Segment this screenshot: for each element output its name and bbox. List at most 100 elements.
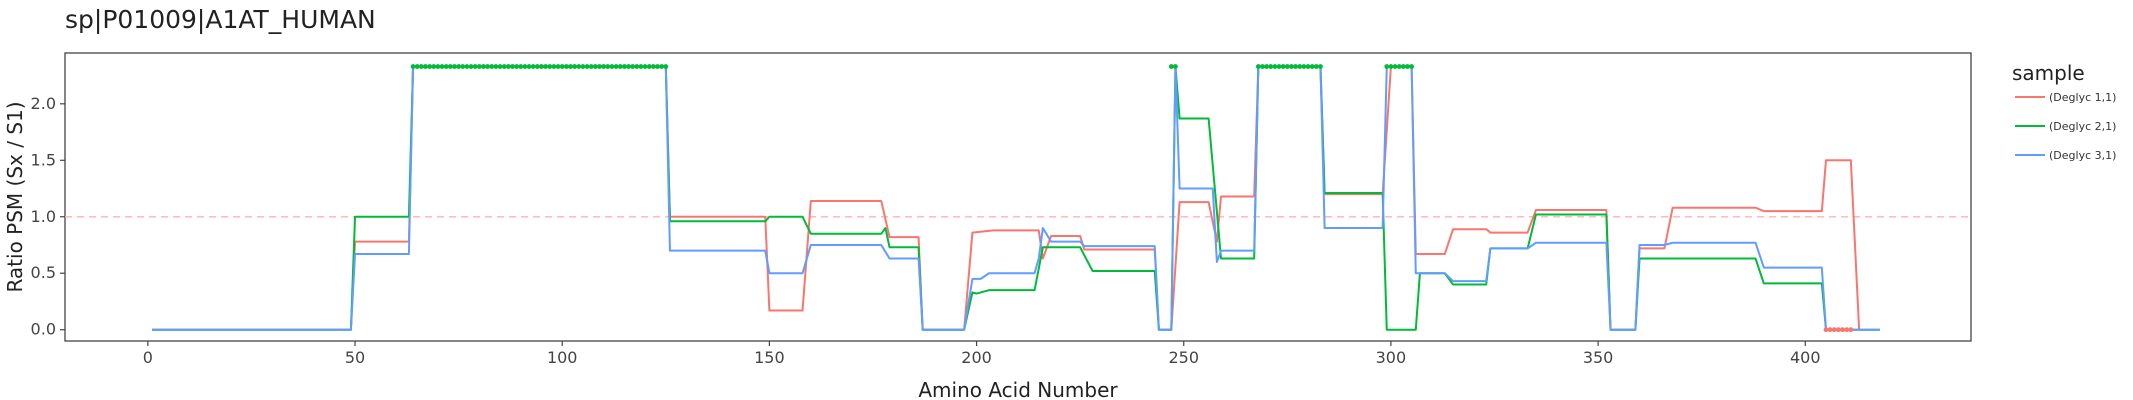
chart-title: sp|P01009|A1AT_HUMAN <box>65 5 376 34</box>
series-2-marker <box>659 64 665 69</box>
series-2-marker <box>584 64 590 69</box>
series-2-marker <box>431 64 437 69</box>
x-tick-label: 50 <box>345 348 365 367</box>
series-2-marker <box>1268 64 1274 69</box>
axis-layer: 0 50 100 150 200 250 300 350 400 0.0 0.5 1.0 1.5 2.0 <box>31 94 1821 367</box>
series-2-marker <box>642 64 648 69</box>
series-2-marker <box>410 64 416 69</box>
series-2-marker <box>555 64 561 69</box>
x-tick-label: 0 <box>143 348 153 367</box>
y-tick-label: 2.0 <box>31 94 56 113</box>
series-2-marker <box>456 64 462 69</box>
series-2-marker <box>609 64 615 69</box>
series-2-marker <box>443 64 449 69</box>
series-2-marker <box>576 64 582 69</box>
series-2-marker <box>526 64 532 69</box>
series-2-marker <box>1260 64 1265 69</box>
series-2-marker <box>489 64 495 69</box>
series-2-marker <box>1318 64 1323 69</box>
plot-panel <box>64 52 1972 342</box>
series-2-marker <box>572 64 578 69</box>
series-1-marker <box>1844 327 1850 333</box>
series-2-marker <box>427 64 433 69</box>
y-tick-label: 1.5 <box>31 150 56 169</box>
series-2-marker <box>435 64 441 69</box>
series-2-marker <box>543 64 549 69</box>
series-2-marker <box>638 64 644 69</box>
series-2-marker <box>1309 64 1315 69</box>
series-2-marker <box>547 64 553 69</box>
series-2-marker <box>597 64 602 69</box>
series-layer <box>152 65 1880 331</box>
series-2-marker <box>1301 64 1307 69</box>
series-2-marker <box>1409 64 1415 69</box>
series-2-marker <box>580 64 586 69</box>
series-2-marker <box>534 64 540 69</box>
series-2-marker <box>1280 64 1286 69</box>
series-2-marker <box>447 64 453 69</box>
series-2-marker <box>514 64 520 69</box>
series-2-marker <box>1313 64 1319 69</box>
y-tick-label: 0.5 <box>31 263 56 282</box>
series-2-marker <box>493 64 499 69</box>
series-2-marker <box>481 64 486 69</box>
x-tick-label: 400 <box>1790 348 1821 367</box>
series-1-marker <box>1840 327 1845 333</box>
series-1-marker <box>1848 327 1854 333</box>
y-axis-title: Ratio PSM (Sx / S1) <box>3 101 27 292</box>
x-tick-label: 150 <box>754 348 785 367</box>
marker-layer <box>410 64 1854 333</box>
series-2-marker <box>613 64 619 69</box>
series-2-marker <box>655 64 660 69</box>
series-1-marker <box>1831 327 1837 333</box>
series-2-marker <box>646 64 652 69</box>
series-2-marker <box>663 64 669 69</box>
series-2-marker <box>1384 64 1390 69</box>
legend-label-3: (Deglyc 3,1) <box>2049 149 2116 162</box>
series-2-marker <box>1396 64 1402 69</box>
series-2-marker <box>592 64 598 69</box>
series-2-marker <box>1400 64 1406 69</box>
series-2-marker <box>1255 64 1261 69</box>
series-2-marker <box>522 64 528 69</box>
series-2-marker <box>476 64 482 69</box>
x-tick-label: 350 <box>1583 348 1614 367</box>
series-2-marker <box>1173 64 1178 69</box>
legend: sample (Deglyc 1,1) (Deglyc 2,1) (Deglyc 3… <box>2012 61 2116 162</box>
series-2-marker <box>1276 64 1282 69</box>
series-2-marker <box>1272 64 1278 69</box>
y-tick-label: 1.0 <box>31 207 56 226</box>
series-2-marker <box>414 64 420 69</box>
series-2-marker <box>485 64 491 69</box>
series-2-marker <box>551 64 557 69</box>
series-2-marker <box>468 64 474 69</box>
series-2-marker <box>501 64 507 69</box>
series-2-marker <box>510 64 515 69</box>
series-2-marker <box>1293 64 1299 69</box>
series-2-marker <box>650 64 656 69</box>
series-2-marker <box>559 64 565 69</box>
series-2-marker <box>634 64 640 69</box>
series-2-marker <box>539 64 544 69</box>
series-1-marker <box>1823 327 1829 333</box>
legend-label-1: (Deglyc 1,1) <box>2049 91 2116 104</box>
x-tick-label: 250 <box>1168 348 1199 367</box>
series-2-marker <box>1305 64 1311 69</box>
series-2-marker <box>1284 64 1290 69</box>
legend-label-2: (Deglyc 2,1) <box>2049 120 2116 133</box>
series-2-marker <box>505 64 511 69</box>
series-line-3 <box>152 65 1880 331</box>
series-2-marker <box>439 64 445 69</box>
series-2-marker <box>568 64 573 69</box>
series-2-marker <box>621 64 627 69</box>
series-2-marker <box>452 64 457 69</box>
series-2-marker <box>1264 64 1270 69</box>
y-tick-label: 0.0 <box>31 320 56 339</box>
series-2-marker <box>497 64 503 69</box>
series-2-marker <box>630 64 636 69</box>
legend-title: sample <box>2012 61 2085 85</box>
series-2-marker <box>1388 64 1394 69</box>
series-2-marker <box>605 64 611 69</box>
series-2-marker <box>472 64 478 69</box>
x-axis-title: Amino Acid Number <box>918 378 1118 400</box>
